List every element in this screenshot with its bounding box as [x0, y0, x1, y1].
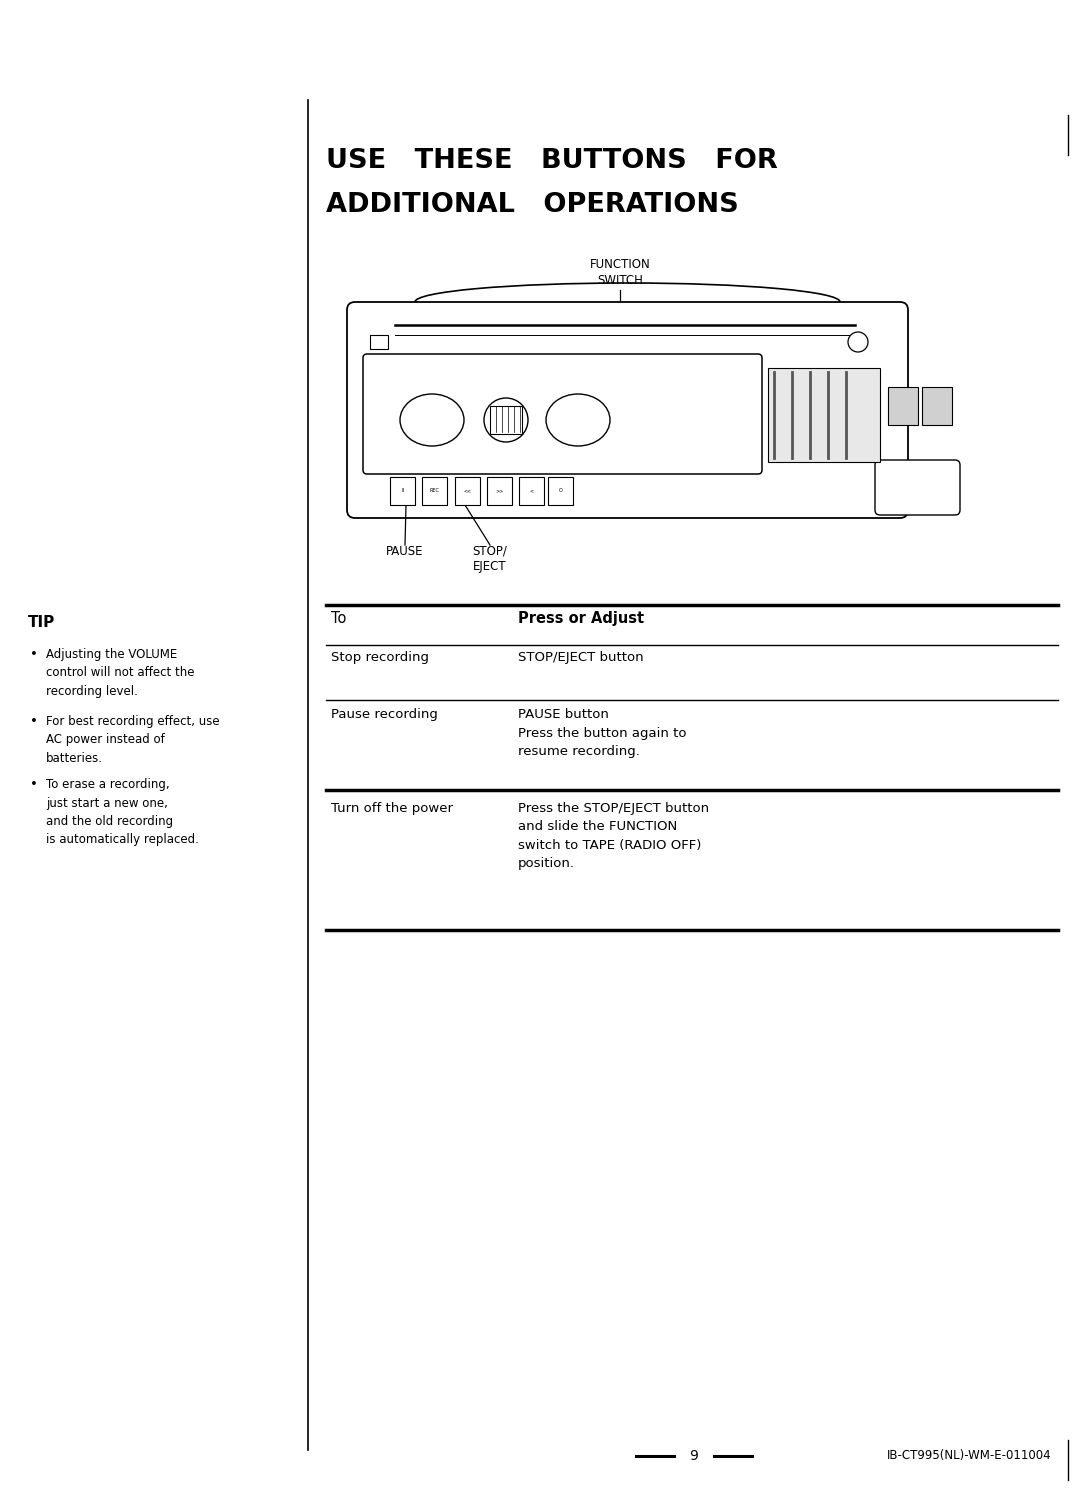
- Text: FUNCTION
SWITCH: FUNCTION SWITCH: [590, 258, 650, 288]
- Text: Stop recording: Stop recording: [330, 652, 429, 664]
- Text: •: •: [30, 649, 38, 661]
- Text: PAUSE: PAUSE: [387, 545, 423, 557]
- Text: For best recording effect, use
AC power instead of
batteries.: For best recording effect, use AC power …: [46, 715, 219, 765]
- Text: STOP/
EJECT: STOP/ EJECT: [473, 545, 508, 574]
- Text: Adjusting the VOLUME
control will not affect the
recording level.: Adjusting the VOLUME control will not af…: [46, 649, 194, 698]
- Bar: [422, 476, 447, 505]
- Bar: [888, 386, 918, 425]
- Text: PAUSE button
Press the button again to
resume recording.: PAUSE button Press the button again to r…: [518, 709, 687, 758]
- Ellipse shape: [400, 394, 464, 446]
- Text: O: O: [558, 488, 563, 493]
- Ellipse shape: [484, 398, 528, 442]
- Text: Press or Adjust: Press or Adjust: [518, 611, 644, 626]
- Text: REC: REC: [430, 488, 440, 493]
- Ellipse shape: [546, 394, 610, 446]
- Text: >>: >>: [496, 488, 503, 493]
- Bar: [519, 476, 544, 505]
- Bar: [548, 476, 573, 505]
- Text: To erase a recording,
just start a new one,
and the old recording
is automatical: To erase a recording, just start a new o…: [46, 777, 199, 846]
- Text: <<: <<: [463, 488, 472, 493]
- Text: •: •: [30, 715, 38, 728]
- Bar: [455, 476, 480, 505]
- FancyBboxPatch shape: [363, 354, 762, 473]
- Text: TIP: TIP: [28, 616, 55, 631]
- Bar: [487, 476, 512, 505]
- Text: Press the STOP/EJECT button
and slide the FUNCTION
switch to TAPE (RADIO OFF)
po: Press the STOP/EJECT button and slide th…: [518, 801, 710, 870]
- Circle shape: [848, 333, 868, 352]
- Text: <: <: [529, 488, 534, 493]
- Text: USE   THESE   BUTTONS   FOR: USE THESE BUTTONS FOR: [326, 148, 778, 174]
- Bar: [768, 369, 880, 461]
- Text: Turn off the power: Turn off the power: [330, 801, 453, 815]
- Bar: [490, 406, 522, 434]
- Text: To: To: [330, 611, 347, 626]
- Text: •: •: [30, 777, 38, 791]
- Text: 9: 9: [689, 1449, 699, 1464]
- Bar: [922, 386, 951, 425]
- Bar: [370, 336, 388, 349]
- FancyBboxPatch shape: [875, 460, 960, 515]
- Text: IB-CT995(NL)-WM-E-011004: IB-CT995(NL)-WM-E-011004: [888, 1450, 1052, 1462]
- Text: ADDITIONAL   OPERATIONS: ADDITIONAL OPERATIONS: [326, 192, 739, 219]
- Bar: [390, 476, 415, 505]
- Text: II: II: [401, 488, 404, 493]
- FancyBboxPatch shape: [347, 303, 908, 518]
- Text: STOP/EJECT button: STOP/EJECT button: [518, 652, 644, 664]
- Text: Pause recording: Pause recording: [330, 709, 437, 721]
